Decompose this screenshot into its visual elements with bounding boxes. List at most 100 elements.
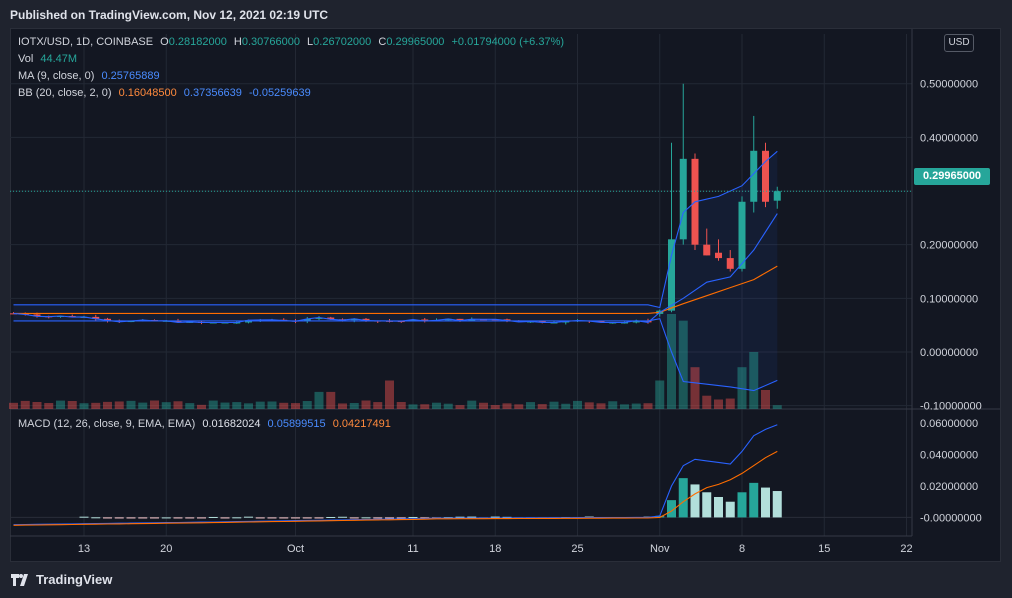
volume-bar bbox=[455, 405, 465, 409]
volume-bar bbox=[502, 403, 512, 409]
candle-body bbox=[444, 318, 452, 321]
macd-hist-bar bbox=[326, 516, 336, 518]
macd-hist-bar bbox=[761, 487, 770, 518]
volume-bar bbox=[737, 367, 747, 409]
volume-bar bbox=[420, 404, 430, 409]
candle-body bbox=[315, 317, 323, 319]
legend-macd: MACD (12, 26, close, 9, EMA, EMA) 0.0168… bbox=[18, 416, 391, 433]
bb-label: BB (20, close, 2, 0) bbox=[18, 87, 112, 99]
macd-hist-bar bbox=[150, 517, 159, 519]
ma-label: MA (9, close, 0) bbox=[18, 70, 95, 82]
macd-pane bbox=[10, 424, 912, 526]
volume-bar bbox=[349, 402, 359, 409]
volume-bar bbox=[291, 403, 300, 409]
macd-hist-bar bbox=[772, 491, 782, 518]
price-tick-label: 0.50000000 bbox=[920, 79, 978, 91]
tradingview-footer[interactable]: TradingView bbox=[10, 572, 112, 587]
volume-bar bbox=[138, 402, 148, 409]
volume-bar bbox=[114, 401, 124, 409]
candle-body bbox=[421, 319, 429, 321]
volume-bar bbox=[443, 403, 453, 409]
macd-hist-bar bbox=[79, 516, 89, 518]
macd-hist-bar bbox=[197, 517, 206, 519]
volume-bar bbox=[596, 403, 606, 409]
macd-hist-bar bbox=[338, 516, 347, 518]
macd-hist-bar bbox=[255, 517, 265, 519]
volume-bar bbox=[20, 400, 30, 409]
candle-body bbox=[33, 314, 41, 317]
volume-bar bbox=[56, 400, 65, 409]
price-tick-label: -0.10000000 bbox=[920, 401, 982, 413]
volume-bar bbox=[91, 402, 101, 409]
volume-bar bbox=[208, 400, 218, 409]
low-label: L bbox=[307, 36, 314, 48]
axes: 0.50000000 0.40000000 0.20000000 0.10000000… bbox=[78, 79, 982, 555]
volume-bar bbox=[690, 367, 700, 409]
candle-body bbox=[632, 320, 640, 323]
bb-lower-value: -0.05259639 bbox=[248, 87, 311, 99]
macd-hist-bar bbox=[173, 517, 183, 519]
macd-hist-bar bbox=[314, 517, 324, 519]
macd-hist-bar bbox=[220, 517, 230, 519]
candle-body bbox=[773, 191, 781, 201]
volume-bar bbox=[432, 402, 441, 409]
signal-line bbox=[13, 450, 778, 526]
volume-bar bbox=[620, 404, 629, 409]
macd-hist-bar bbox=[232, 517, 242, 519]
volume-bar bbox=[490, 405, 500, 409]
open-value: 0.28182000 bbox=[168, 36, 227, 48]
macd-hist-bar bbox=[126, 517, 136, 519]
macd-tick-label: 0.04000000 bbox=[920, 450, 978, 462]
volume-bar bbox=[631, 403, 641, 409]
chart-frame[interactable] bbox=[10, 28, 1001, 562]
high-label: H bbox=[233, 36, 242, 48]
grid-lines bbox=[10, 29, 1000, 537]
bb-fill bbox=[13, 151, 778, 391]
volume-bar bbox=[267, 401, 277, 409]
volume-bars bbox=[9, 314, 782, 409]
bollinger-bands bbox=[13, 151, 778, 391]
macd-hist-bar bbox=[361, 517, 371, 519]
volume-bar bbox=[479, 402, 488, 409]
macd-hist-bar bbox=[490, 516, 500, 518]
macd-hist-bar bbox=[185, 517, 195, 519]
macd-hist-bar bbox=[138, 517, 148, 519]
volume-bar bbox=[549, 401, 559, 409]
volume-bar bbox=[396, 401, 406, 409]
macd-hist-bar bbox=[408, 516, 418, 518]
volume-bar bbox=[361, 400, 371, 409]
candle-body bbox=[703, 244, 711, 256]
volume-bar bbox=[749, 352, 759, 409]
tradingview-brand: TradingView bbox=[36, 572, 113, 587]
time-tick-label: 8 bbox=[739, 543, 745, 555]
candle-body bbox=[174, 320, 182, 323]
macd-hist-bar bbox=[244, 516, 253, 518]
macd-hist-bar bbox=[103, 517, 112, 519]
volume-bar bbox=[655, 380, 665, 409]
macd-hist-bar bbox=[396, 517, 406, 519]
volume-bar bbox=[197, 404, 206, 409]
macd-hist-bar bbox=[678, 478, 688, 518]
high-value: 0.30766000 bbox=[241, 36, 300, 48]
volume-bar bbox=[467, 400, 477, 409]
volume-bar bbox=[714, 399, 723, 409]
symbol-title[interactable]: IOTX/USD, 1D, COINBASE bbox=[18, 36, 154, 48]
macd-hist-bar bbox=[725, 501, 735, 518]
price-tick-label: 0.10000000 bbox=[920, 293, 978, 305]
ma-value: 0.25765889 bbox=[101, 70, 160, 82]
bb-basis-line bbox=[13, 265, 778, 314]
currency-button[interactable]: USD bbox=[944, 34, 974, 52]
candle-body bbox=[409, 319, 417, 322]
candle-body bbox=[644, 320, 652, 323]
volume-bar bbox=[185, 403, 195, 409]
macd-hist-bar bbox=[291, 517, 300, 519]
macd-tick-label: 0.02000000 bbox=[920, 481, 978, 493]
volume-bar bbox=[373, 402, 383, 409]
macd-hist-bar bbox=[667, 500, 676, 518]
volume-bar bbox=[244, 403, 253, 409]
last-price-tag: 0.29965000 bbox=[914, 168, 990, 185]
macd-label: MACD (12, 26, close, 9, EMA, EMA) bbox=[18, 418, 196, 430]
volume-bar bbox=[643, 403, 653, 409]
macd-hist-bar bbox=[91, 517, 101, 519]
